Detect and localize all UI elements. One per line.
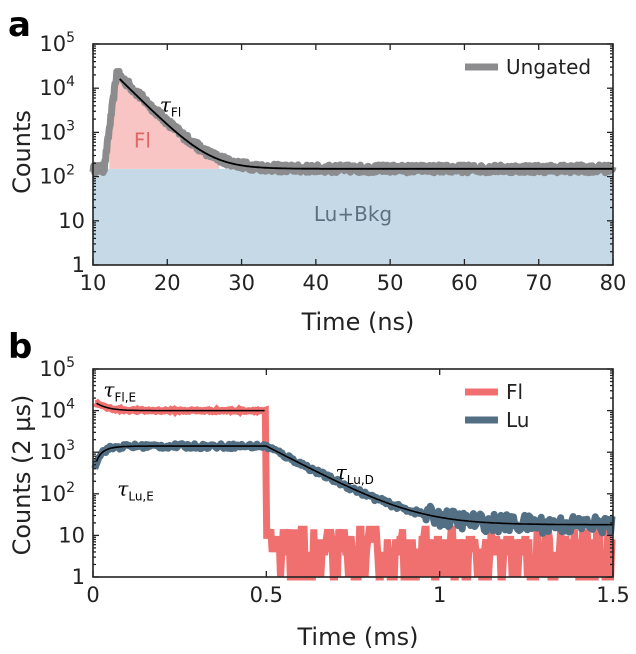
panel-b-x-tick-label: 0 xyxy=(86,583,99,607)
panel-a-y-tick-label: 10 xyxy=(58,209,85,233)
panel-b-annotation: τFl,E xyxy=(103,377,136,404)
panel-b-plot-frame xyxy=(92,368,614,578)
panel-a-x-tick-label: 30 xyxy=(228,271,255,295)
panel-a-x-tick-label: 10 xyxy=(80,271,107,295)
panel-b-annotation: τLu,E xyxy=(117,477,154,504)
panel-b-y-tick-label: 102 xyxy=(39,480,75,506)
panel-b-y-tick-label: 104 xyxy=(39,397,75,423)
panel-a-x-tick-label: 40 xyxy=(302,271,329,295)
panel-a-x-tick-label: 70 xyxy=(525,271,552,295)
lu-bkg-region xyxy=(93,168,613,265)
panel-a-legend: Ungated xyxy=(465,55,591,79)
panel-b-legend-label: Fl xyxy=(506,380,523,404)
panel-b-x-tick-label: 1 xyxy=(433,583,446,607)
panel-a-annotation: τFl xyxy=(160,92,181,119)
panel-b-x-tick-label: 0.5 xyxy=(250,583,283,607)
panel-a-y-tick-label: 104 xyxy=(39,74,75,100)
panel-b-annotation: τLu,D xyxy=(336,460,374,487)
panel-b-x-axis-label: Time (ms) xyxy=(297,623,419,651)
panel-b: b τFl,E τLu,E τLu,D 0 0.5 1 1.5 1 10 102 103 104 10… xyxy=(8,327,630,651)
panel-b-y-tick-label: 10 xyxy=(58,523,85,547)
lu-bkg-region-label: Lu+Bkg xyxy=(314,202,392,226)
panel-a-y-tick-label: 103 xyxy=(39,118,75,144)
panel-b-y-tick-label: 103 xyxy=(39,438,75,464)
panel-a-x-tick-label: 60 xyxy=(451,271,478,295)
panel-a-y-tick-label: 1 xyxy=(72,253,85,277)
panel-b-x-tick-label: 1.5 xyxy=(596,583,629,607)
panel-a-x-tick-label: 50 xyxy=(377,271,404,295)
lu-fit-line xyxy=(95,445,613,526)
panel-b-y-tick-label: 105 xyxy=(39,355,75,381)
panel-a-legend-label: Ungated xyxy=(506,55,591,79)
panel-a-x-tick-label: 20 xyxy=(154,271,181,295)
panel-a-y-tick-label: 102 xyxy=(39,163,75,189)
panel-b-ticks: 0 0.5 1 1.5 1 10 102 103 104 105 xyxy=(39,355,629,607)
ungated-fit-line xyxy=(119,78,613,170)
fl-fit-line xyxy=(96,402,265,412)
panel-a-letter: a xyxy=(8,5,31,45)
panel-a-x-axis-label: Time (ns) xyxy=(301,308,415,336)
panel-b-series xyxy=(91,398,616,581)
panel-a-series xyxy=(89,68,617,177)
panel-a-x-tick-label: 80 xyxy=(600,271,627,295)
panel-b-letter: b xyxy=(8,327,32,367)
panel-a-y-axis-label: Counts xyxy=(8,110,36,194)
panel-a-annotations: τFl xyxy=(160,92,181,119)
panel-b-legend-label: Lu xyxy=(506,408,529,432)
panel-b-y-axis-label: Counts (2 µs) xyxy=(8,395,36,556)
panel-b-annotations: τFl,E τLu,E τLu,D xyxy=(103,377,373,503)
panel-a-plot-frame xyxy=(92,43,614,266)
fl-region-label: Fl xyxy=(134,129,151,153)
panel-a-y-tick-label: 105 xyxy=(39,30,75,56)
panel-b-y-tick-label: 1 xyxy=(72,565,85,589)
panel-b-legend: Fl Lu xyxy=(465,380,529,432)
